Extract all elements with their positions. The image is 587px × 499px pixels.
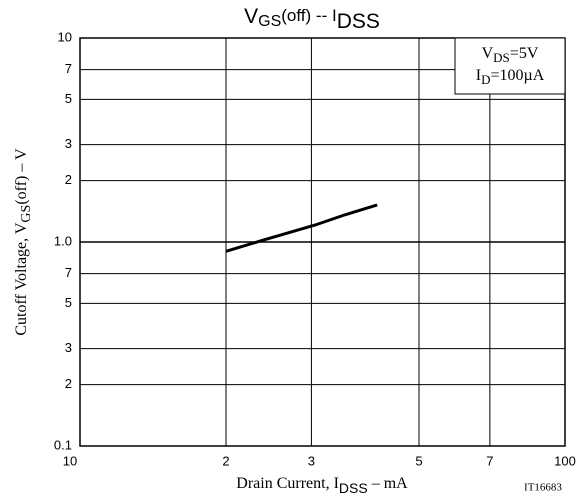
annotation-part: =100µA bbox=[490, 67, 544, 84]
annotation: VDS=5V bbox=[482, 45, 539, 65]
chart-title: VGS(off) -- IDSS bbox=[244, 5, 380, 33]
annotation-part: D bbox=[481, 72, 490, 87]
annotation-box bbox=[454, 37, 566, 95]
y-tick-label: 3 bbox=[65, 136, 72, 151]
x-tick-label: 2 bbox=[222, 453, 229, 468]
y-tick-label: 10 bbox=[58, 29, 72, 44]
x-tick-label: 10 bbox=[63, 453, 77, 468]
annotation: ID=100µA bbox=[476, 67, 545, 87]
x-tick-label: 3 bbox=[308, 453, 315, 468]
y-tick-label: 7 bbox=[65, 265, 72, 280]
x-tick-label: 7 bbox=[486, 453, 493, 468]
y-tick-label: 5 bbox=[65, 295, 72, 310]
y-tick-label: 7 bbox=[65, 61, 72, 76]
y-axis-label: Cutoff Voltage, VGS(off) – V bbox=[13, 148, 35, 336]
y-tick-label: 0.1 bbox=[54, 437, 72, 452]
annotation-part: =5V bbox=[510, 45, 539, 62]
y-tick-label: 1.0 bbox=[54, 233, 72, 248]
y-tick-label: 2 bbox=[65, 376, 72, 391]
annotation-part: DS bbox=[493, 50, 510, 65]
x-tick-label: 100 bbox=[554, 453, 576, 468]
y-tick-label: 5 bbox=[65, 91, 72, 106]
data-line bbox=[225, 203, 378, 253]
annotation-part: I bbox=[476, 67, 481, 84]
x-axis-label: Drain Current, IDSS – mA bbox=[236, 475, 408, 496]
y-tick-label: 2 bbox=[65, 172, 72, 187]
figure-id: IT16683 bbox=[524, 482, 562, 494]
annotation-part: V bbox=[482, 45, 494, 62]
x-tick-label: 5 bbox=[415, 453, 422, 468]
y-tick-label: 3 bbox=[65, 340, 72, 355]
plot-frame bbox=[79, 37, 566, 447]
